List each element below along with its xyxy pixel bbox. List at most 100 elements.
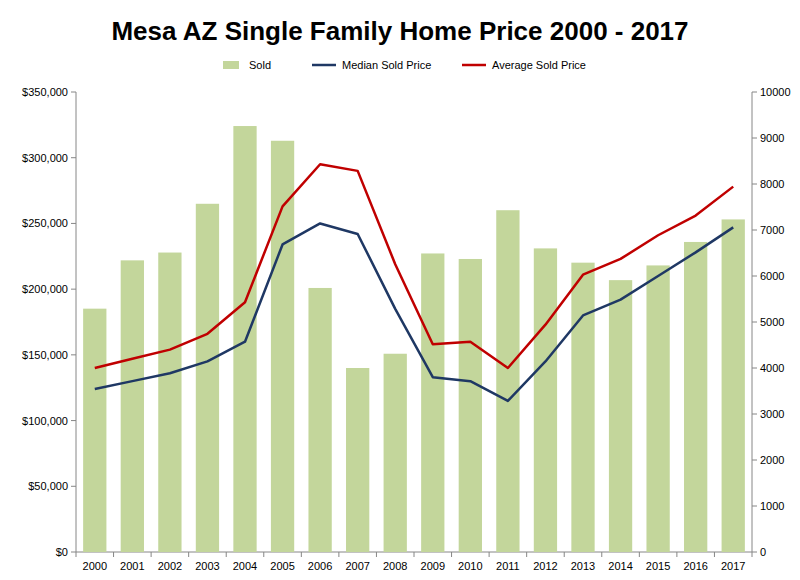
legend: Sold Median Sold Price Average Sold Price (223, 59, 586, 71)
y2-tick (752, 322, 757, 323)
legend-swatch (312, 64, 336, 67)
bar (346, 368, 369, 552)
y2-tick (752, 506, 757, 507)
legend-label: Median Sold Price (342, 59, 431, 71)
x-tick-label: 2009 (421, 560, 445, 572)
y-tick-label: $250,000 (22, 217, 68, 229)
legend-swatch (223, 61, 239, 69)
x-tick-label: 2015 (646, 560, 670, 572)
y-tick (71, 157, 76, 158)
x-tick-label: 2014 (608, 560, 632, 572)
y2-tick-label: 0 (760, 546, 766, 558)
y2-tick-label: 9000 (760, 132, 784, 144)
bar (609, 280, 632, 552)
y2-tick-label: 10000 (760, 86, 791, 98)
x-tick-label: 2001 (120, 560, 144, 572)
legend-label: Average Sold Price (492, 59, 586, 71)
y-tick-label: $300,000 (22, 152, 68, 164)
x-tick (113, 552, 114, 557)
x-tick (489, 552, 490, 557)
y2-tick (752, 276, 757, 277)
y-tick (71, 552, 76, 553)
x-tick (188, 552, 189, 557)
x-tick (263, 552, 264, 557)
bar (646, 265, 669, 552)
x-tick (151, 552, 152, 557)
y2-tick-label: 3000 (760, 408, 784, 420)
bar (722, 219, 745, 552)
x-tick-label: 2012 (533, 560, 557, 572)
y2-tick-label: 1000 (760, 500, 784, 512)
y2-tick (752, 138, 757, 139)
x-tick (301, 552, 302, 557)
x-tick (226, 552, 227, 557)
y-tick (71, 92, 76, 93)
bar (384, 354, 407, 552)
bar (534, 248, 557, 552)
y2-tick-label: 6000 (760, 270, 784, 282)
x-tick-label: 2010 (458, 560, 482, 572)
x-tick-label: 2003 (195, 560, 219, 572)
x-tick (414, 552, 415, 557)
y2-tick-label: 7000 (760, 224, 784, 236)
line (95, 164, 733, 368)
y-tick-label: $150,000 (22, 349, 68, 361)
x-tick-label: 2013 (571, 560, 595, 572)
x-tick (752, 552, 753, 557)
x-tick-label: 2005 (270, 560, 294, 572)
title: Mesa AZ Single Family Home Price 2000 - … (111, 16, 688, 46)
y2-tick-label: 8000 (760, 178, 784, 190)
y-tick-label: $350,000 (22, 86, 68, 98)
x-tick-label: 2017 (721, 560, 745, 572)
bar (83, 309, 106, 552)
y-tick-label: $100,000 (22, 415, 68, 427)
x-tick-label: 2016 (683, 560, 707, 572)
x-tick-label: 2000 (83, 560, 107, 572)
x-tick (451, 552, 452, 557)
bar (571, 263, 594, 552)
bar (421, 253, 444, 552)
y2-tick (752, 230, 757, 231)
x-tick-label: 2008 (383, 560, 407, 572)
y-tick-label: $50,000 (28, 480, 68, 492)
y-tick (71, 420, 76, 421)
y2-tick (752, 414, 757, 415)
legend-label: Sold (249, 59, 271, 71)
x-tick-label: 2004 (233, 560, 257, 572)
y-tick (71, 223, 76, 224)
line (95, 223, 733, 400)
x-tick-label: 2002 (158, 560, 182, 572)
plot-area (83, 126, 745, 552)
x-tick (338, 552, 339, 557)
x-tick (76, 552, 77, 557)
x-tick (601, 552, 602, 557)
y2-tick (752, 184, 757, 185)
x-tick (639, 552, 640, 557)
legend-swatch (462, 64, 486, 67)
x-tick (376, 552, 377, 557)
x-tick-label: 2011 (496, 560, 520, 572)
bar (308, 288, 331, 552)
bar (496, 210, 519, 552)
chart: Mesa AZ Single Family Home Price 2000 - … (0, 0, 800, 580)
y-tick (71, 289, 76, 290)
x-tick (564, 552, 565, 557)
y2-tick-label: 5000 (760, 316, 784, 328)
x-tick (714, 552, 715, 557)
y2-tick-label: 2000 (760, 454, 784, 466)
y-tick (71, 486, 76, 487)
x-tick-label: 2007 (345, 560, 369, 572)
bar (196, 204, 219, 552)
y2-tick (752, 92, 757, 93)
bar (459, 259, 482, 552)
y2-tick (752, 552, 757, 553)
x-tick-label: 2006 (308, 560, 332, 572)
y-axis-line (76, 92, 77, 552)
bar (271, 141, 294, 552)
bar (121, 260, 144, 552)
y-tick-label: $200,000 (22, 283, 68, 295)
y2-tick (752, 368, 757, 369)
y-tick (71, 354, 76, 355)
y2-tick (752, 460, 757, 461)
bar (684, 242, 707, 552)
